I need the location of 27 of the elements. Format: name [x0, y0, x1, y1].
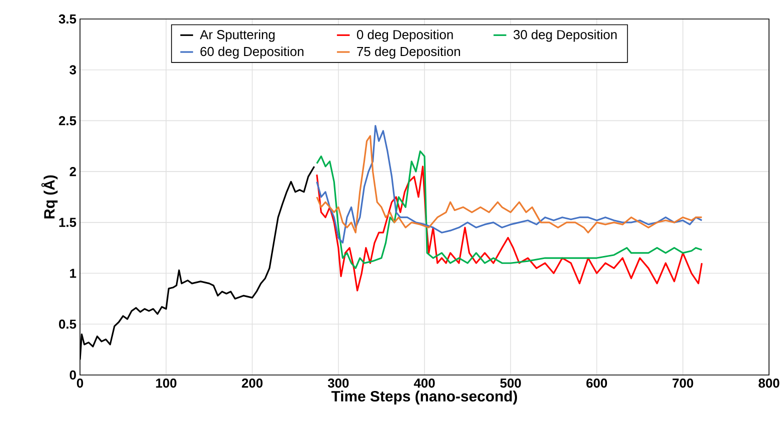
legend-label: Ar Sputtering	[200, 30, 275, 42]
y-tick-label: 0.5	[58, 320, 76, 329]
y-tick-label: 3.5	[58, 14, 76, 24]
x-tick-label: 400	[414, 378, 435, 388]
y-tick-label: 0	[70, 370, 76, 380]
x-tick-label: 700	[672, 378, 694, 388]
legend-label: 60 deg Deposition	[200, 46, 304, 59]
y-tick-label: 1	[70, 268, 76, 278]
x-tick-label: 100	[156, 378, 176, 388]
y-tick-label: 2.5	[58, 116, 76, 126]
legend-label: 0 deg Deposition	[356, 30, 453, 42]
x-tick-label: 600	[586, 378, 608, 388]
x-axis-title: Time Steps (nano-second)	[331, 390, 518, 404]
x-tick-label: 0	[76, 378, 84, 388]
x-tick-label: 800	[758, 378, 780, 388]
legend-label: 30 deg Deposition	[514, 30, 617, 42]
y-axis-title: Rq (Å)	[41, 175, 58, 218]
y-tick-label: 3	[70, 65, 76, 74]
line-series	[316, 166, 703, 292]
x-tick-label: 200	[242, 378, 263, 388]
legend-label: 75 deg Deposition	[357, 46, 460, 59]
x-tick-label: 300	[328, 378, 349, 388]
line-series	[316, 135, 703, 234]
x-tick-label: 500	[500, 378, 521, 388]
y-tick-label: 2	[70, 167, 76, 176]
y-tick-label: 1.5	[59, 218, 76, 227]
line-series	[316, 124, 703, 244]
